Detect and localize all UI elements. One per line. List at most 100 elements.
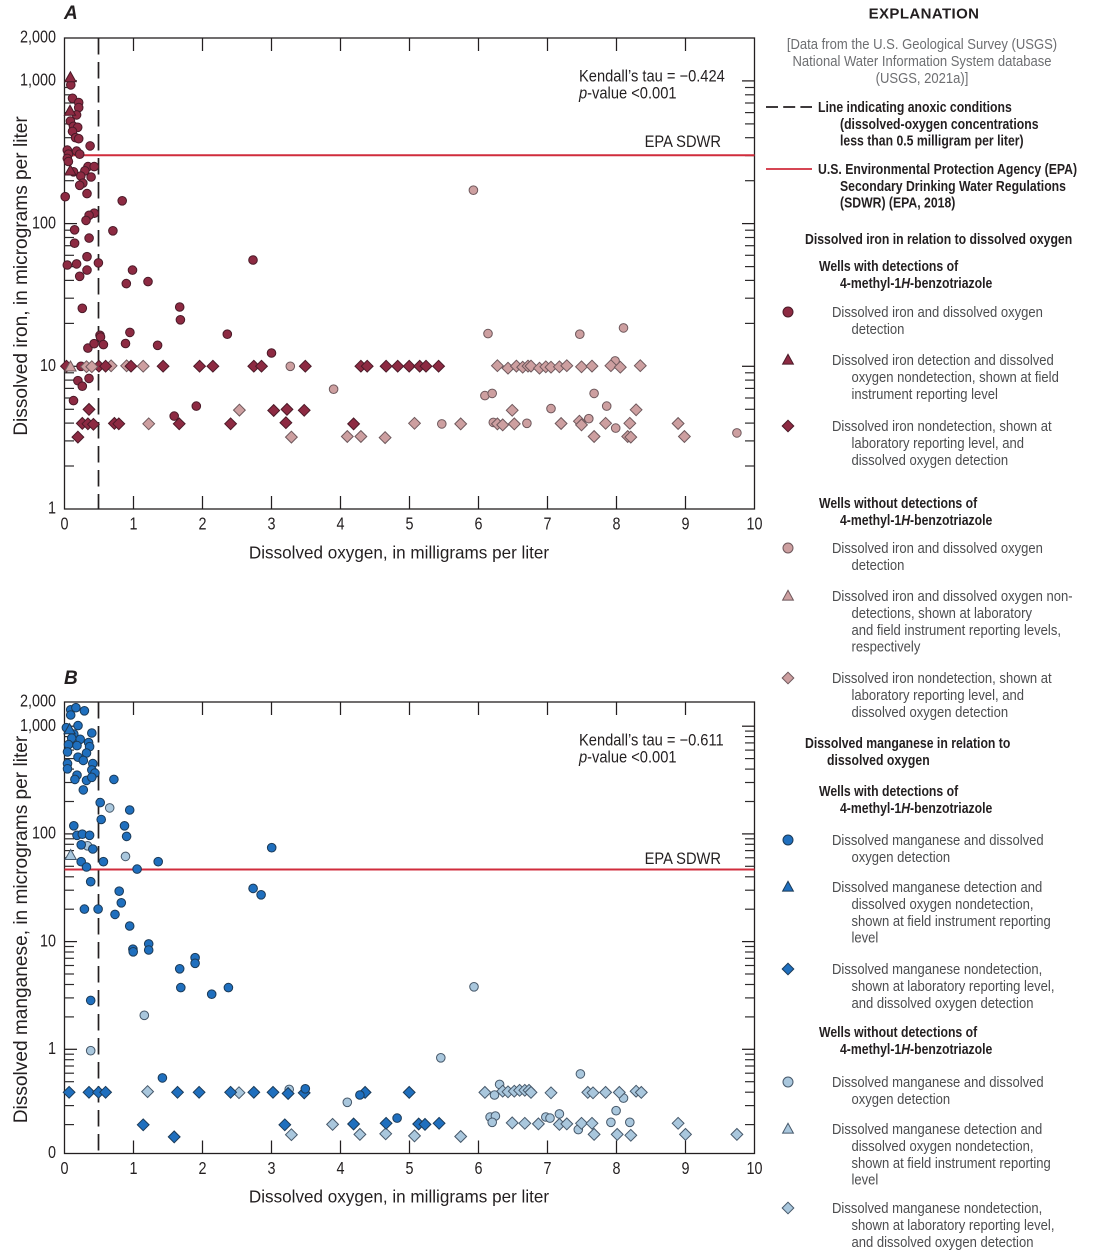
svg-text:Kendall’s tau = −0.611: Kendall’s tau = −0.611 — [579, 732, 724, 750]
svg-text:8: 8 — [612, 514, 620, 534]
svg-text:Dissolved manganese in relatio: Dissolved manganese in relation to — [805, 735, 1010, 751]
svg-text:dissolved oxygen nondetection,: dissolved oxygen nondetection, — [852, 895, 1034, 912]
svg-text:and field instrument reporting: and field instrument reporting levels, — [852, 621, 1061, 638]
svg-text:(SDWR) (EPA, 2018): (SDWR) (EPA, 2018) — [840, 195, 955, 211]
svg-text:U.S. Environmental Protection: U.S. Environmental Protection Agency (EP… — [818, 161, 1077, 177]
svg-text:p-value <0.001: p-value <0.001 — [578, 85, 676, 103]
svg-text:and dissolved oxygen detection: and dissolved oxygen detection — [852, 1233, 1034, 1250]
svg-text:1: 1 — [48, 498, 56, 518]
svg-text:Dissolved manganese nondetecti: Dissolved manganese nondetection, — [832, 960, 1042, 977]
svg-text:Dissolved iron nondetection, s: Dissolved iron nondetection, shown at — [832, 669, 1052, 686]
svg-text:2: 2 — [198, 514, 206, 534]
svg-text:5: 5 — [405, 514, 413, 534]
svg-text:Kendall’s tau = −0.424: Kendall’s tau = −0.424 — [579, 68, 725, 86]
svg-text:1: 1 — [48, 1039, 56, 1059]
svg-text:A: A — [63, 3, 78, 24]
svg-text:0: 0 — [60, 1158, 68, 1178]
svg-text:laboratory reporting level, an: laboratory reporting level, and — [852, 434, 1025, 451]
svg-text:Dissolved manganese detection: Dissolved manganese detection and — [832, 878, 1042, 895]
svg-text:shown at laboratory reporting: shown at laboratory reporting level, — [852, 1216, 1055, 1233]
svg-text:Dissolved iron nondetection, s: Dissolved iron nondetection, shown at — [832, 417, 1052, 434]
svg-text:Dissolved iron detection and d: Dissolved iron detection and dissolved — [832, 351, 1054, 368]
svg-text:dissolved oxygen nondetection,: dissolved oxygen nondetection, — [852, 1137, 1034, 1154]
svg-text:1: 1 — [129, 514, 137, 534]
svg-text:10: 10 — [746, 514, 762, 534]
svg-text:9: 9 — [681, 514, 689, 534]
svg-text:1,000: 1,000 — [20, 70, 56, 90]
svg-text:shown at laboratory reporting: shown at laboratory reporting level, — [852, 977, 1055, 994]
svg-text:9: 9 — [681, 1158, 689, 1178]
svg-text:Dissolved manganese nondetecti: Dissolved manganese nondetection, — [832, 1199, 1042, 1216]
svg-text:p-value <0.001: p-value <0.001 — [578, 749, 676, 767]
svg-text:0: 0 — [48, 1143, 56, 1163]
svg-text:level: level — [852, 929, 879, 946]
svg-text:3: 3 — [267, 514, 275, 534]
svg-text:EPA SDWR: EPA SDWR — [645, 850, 721, 868]
svg-text:level: level — [852, 1171, 879, 1188]
svg-text:4-methyl-1H-benzotriazole: 4-methyl-1H-benzotriazole — [840, 512, 992, 528]
svg-text:detection: detection — [852, 320, 905, 337]
svg-text:10: 10 — [40, 931, 56, 951]
svg-text:2,000: 2,000 — [20, 27, 56, 47]
svg-text:Dissolved manganese and dissol: Dissolved manganese and dissolved — [832, 1073, 1044, 1090]
svg-text:7: 7 — [543, 1158, 551, 1178]
svg-text:100: 100 — [32, 213, 56, 233]
svg-text:Wells with detections of: Wells with detections of — [819, 783, 959, 799]
svg-text:detections, shown at laborator: detections, shown at laboratory — [852, 604, 1032, 621]
svg-text:oxygen detection: oxygen detection — [852, 1090, 951, 1107]
svg-text:1,000: 1,000 — [20, 715, 56, 735]
svg-text:Dissolved iron and dissolved o: Dissolved iron and dissolved oxygen — [832, 303, 1043, 320]
svg-text:8: 8 — [612, 1158, 620, 1178]
svg-text:oxygen detection: oxygen detection — [852, 848, 951, 865]
svg-text:shown at field instrument repo: shown at field instrument reporting — [852, 912, 1051, 929]
svg-text:4-methyl-1H-benzotriazole: 4-methyl-1H-benzotriazole — [840, 275, 992, 291]
svg-text:dissolved oxygen detection: dissolved oxygen detection — [852, 451, 1009, 468]
svg-text:Dissolved iron, in micrograms: Dissolved iron, in micrograms per liter — [11, 116, 32, 436]
svg-text:detection: detection — [852, 556, 905, 573]
svg-text:2: 2 — [198, 1158, 206, 1178]
svg-text:Wells with detections of: Wells with detections of — [819, 258, 959, 274]
svg-text:Dissolved manganese and dissol: Dissolved manganese and dissolved — [832, 831, 1044, 848]
svg-text:EPA SDWR: EPA SDWR — [645, 133, 721, 151]
svg-text:shown at field instrument repo: shown at field instrument reporting — [852, 1154, 1051, 1171]
svg-text:7: 7 — [543, 514, 551, 534]
svg-text:dissolved oxygen: dissolved oxygen — [827, 752, 930, 768]
svg-text:4-methyl-1H-benzotriazole: 4-methyl-1H-benzotriazole — [840, 800, 992, 816]
svg-text:B: B — [64, 668, 78, 689]
svg-text:less than 0.5 milligram per li: less than 0.5 milligram per liter) — [840, 133, 1024, 149]
svg-text:0: 0 — [60, 514, 68, 534]
svg-text:Dissolved manganese, in microg: Dissolved manganese, in micrograms per l… — [11, 735, 32, 1123]
svg-text:laboratory reporting level, an: laboratory reporting level, and — [852, 686, 1025, 703]
svg-text:respectively: respectively — [852, 638, 921, 655]
svg-text:4: 4 — [336, 1158, 344, 1178]
svg-text:[Data from the U.S. Geological: [Data from the U.S. Geological Survey (U… — [787, 35, 1057, 52]
svg-text:10: 10 — [746, 1158, 762, 1178]
svg-text:Dissolved iron and dissolved o: Dissolved iron and dissolved oxygen — [832, 539, 1043, 556]
svg-text:Wells without detections of: Wells without detections of — [819, 1024, 978, 1040]
svg-text:EXPLANATION: EXPLANATION — [869, 5, 980, 22]
svg-text:(USGS, 2021a)]: (USGS, 2021a)] — [876, 69, 969, 86]
svg-text:dissolved oxygen detection: dissolved oxygen detection — [852, 703, 1009, 720]
svg-text:4: 4 — [336, 514, 344, 534]
svg-text:and dissolved oxygen detection: and dissolved oxygen detection — [852, 994, 1034, 1011]
svg-text:5: 5 — [405, 1158, 413, 1178]
svg-text:oxygen nondetection, shown at: oxygen nondetection, shown at field — [852, 368, 1059, 385]
svg-text:6: 6 — [474, 1158, 482, 1178]
svg-text:Secondary Drinking Water Regul: Secondary Drinking Water Regulations — [840, 178, 1066, 194]
svg-text:Dissolved manganese detection: Dissolved manganese detection and — [832, 1120, 1042, 1137]
svg-text:Dissolved iron and dissolved o: Dissolved iron and dissolved oxygen non- — [832, 587, 1073, 604]
svg-text:Dissolved oxygen, in milligram: Dissolved oxygen, in milligrams per lite… — [249, 542, 549, 563]
svg-text:Line indicating anoxic conditi: Line indicating anoxic conditions — [818, 99, 1012, 115]
svg-text:National Water Information Sys: National Water Information System databa… — [793, 52, 1052, 69]
svg-text:4-methyl-1H-benzotriazole: 4-methyl-1H-benzotriazole — [840, 1041, 992, 1057]
svg-text:3: 3 — [267, 1158, 275, 1178]
svg-text:Dissolved iron in relation to: Dissolved iron in relation to dissolved … — [805, 231, 1072, 247]
svg-text:1: 1 — [129, 1158, 137, 1178]
svg-text:Wells without detections of: Wells without detections of — [819, 495, 978, 511]
svg-text:Dissolved oxygen, in milligram: Dissolved oxygen, in milligrams per lite… — [249, 1186, 549, 1207]
svg-text:2,000: 2,000 — [20, 691, 56, 711]
svg-text:100: 100 — [32, 823, 56, 843]
svg-text:instrument reporting level: instrument reporting level — [852, 385, 998, 402]
svg-text:10: 10 — [40, 356, 56, 376]
svg-text:6: 6 — [474, 514, 482, 534]
